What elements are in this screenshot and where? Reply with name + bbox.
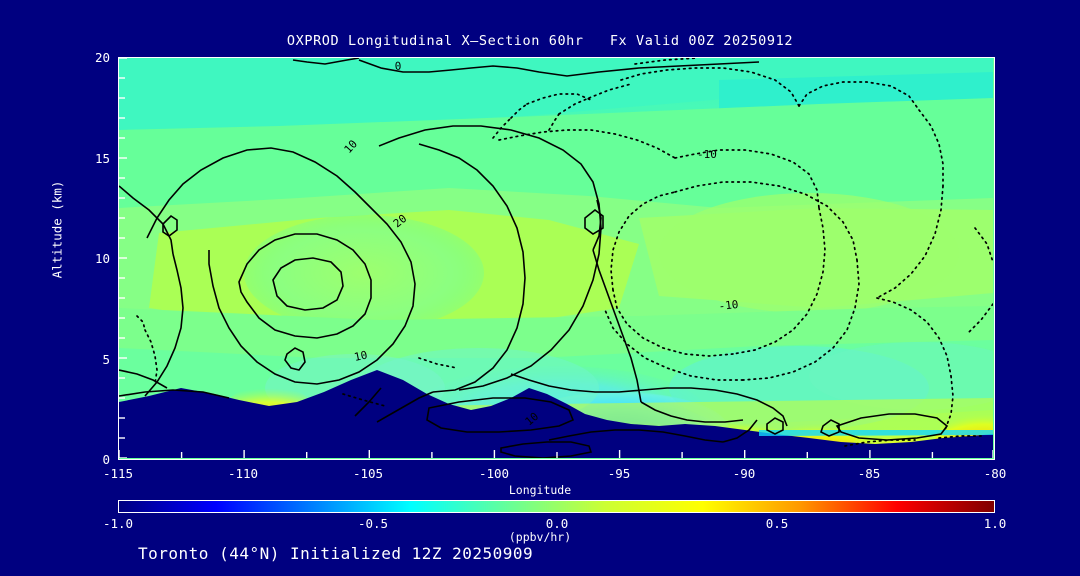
- ytick-20: 20: [94, 50, 110, 65]
- colorbar-tick--0.5: -0.5: [357, 516, 389, 531]
- contour-labels: 0 10 20 -10 -10 10 10: [342, 60, 740, 429]
- xtick--110: -110: [227, 466, 259, 481]
- colorbar-units: (ppbv/hr): [508, 530, 572, 544]
- xtick--100: -100: [478, 466, 510, 481]
- ytick-5: 5: [102, 352, 110, 367]
- colorbar-tick--1.0: -1.0: [102, 516, 134, 531]
- contour-label-10-lower: 10: [353, 348, 369, 363]
- ytick-10: 10: [94, 251, 110, 266]
- terrain-mask: [119, 370, 993, 458]
- xtick--105: -105: [352, 466, 384, 481]
- xtick--85: -85: [857, 466, 881, 481]
- colorbar-tick-0.5: 0.5: [765, 516, 789, 531]
- colorbar-tick-1.0: 1.0: [983, 516, 1007, 531]
- plot-svg: 0 10 20 -10 -10 10 10: [119, 58, 993, 458]
- colorbar-tick-0.0: 0.0: [545, 516, 569, 531]
- colorbar: [118, 500, 995, 513]
- contour-label-0-top: 0: [394, 60, 402, 73]
- x-axis-label: Longitude: [508, 483, 572, 497]
- contour-label-neg10-upper: -10: [697, 148, 717, 161]
- contour-label-20: 20: [391, 212, 409, 230]
- ytick-0: 0: [102, 452, 110, 467]
- y-axis-label: Altitude (km): [49, 180, 65, 279]
- colorbar-gradient: [119, 501, 994, 512]
- xtick--95: -95: [607, 466, 631, 481]
- cross-section-plot: 0 10 20 -10 -10 10 10: [118, 57, 995, 460]
- xtick--80: -80: [983, 466, 1007, 481]
- xtick--115: -115: [102, 466, 134, 481]
- contour-lines-dotted: [136, 58, 993, 447]
- figure-caption: Toronto (44°N) Initialized 12Z 20250909: [138, 544, 534, 563]
- surface-cyan-sliver: [759, 430, 993, 436]
- xtick--90: -90: [732, 466, 756, 481]
- chart-title: OXPROD Longitudinal X—Section 60hr Fx Va…: [286, 33, 794, 49]
- contour-label-neg10-lower: -10: [718, 298, 739, 313]
- contour-lines-solid: [119, 58, 949, 458]
- ytick-15: 15: [94, 151, 110, 166]
